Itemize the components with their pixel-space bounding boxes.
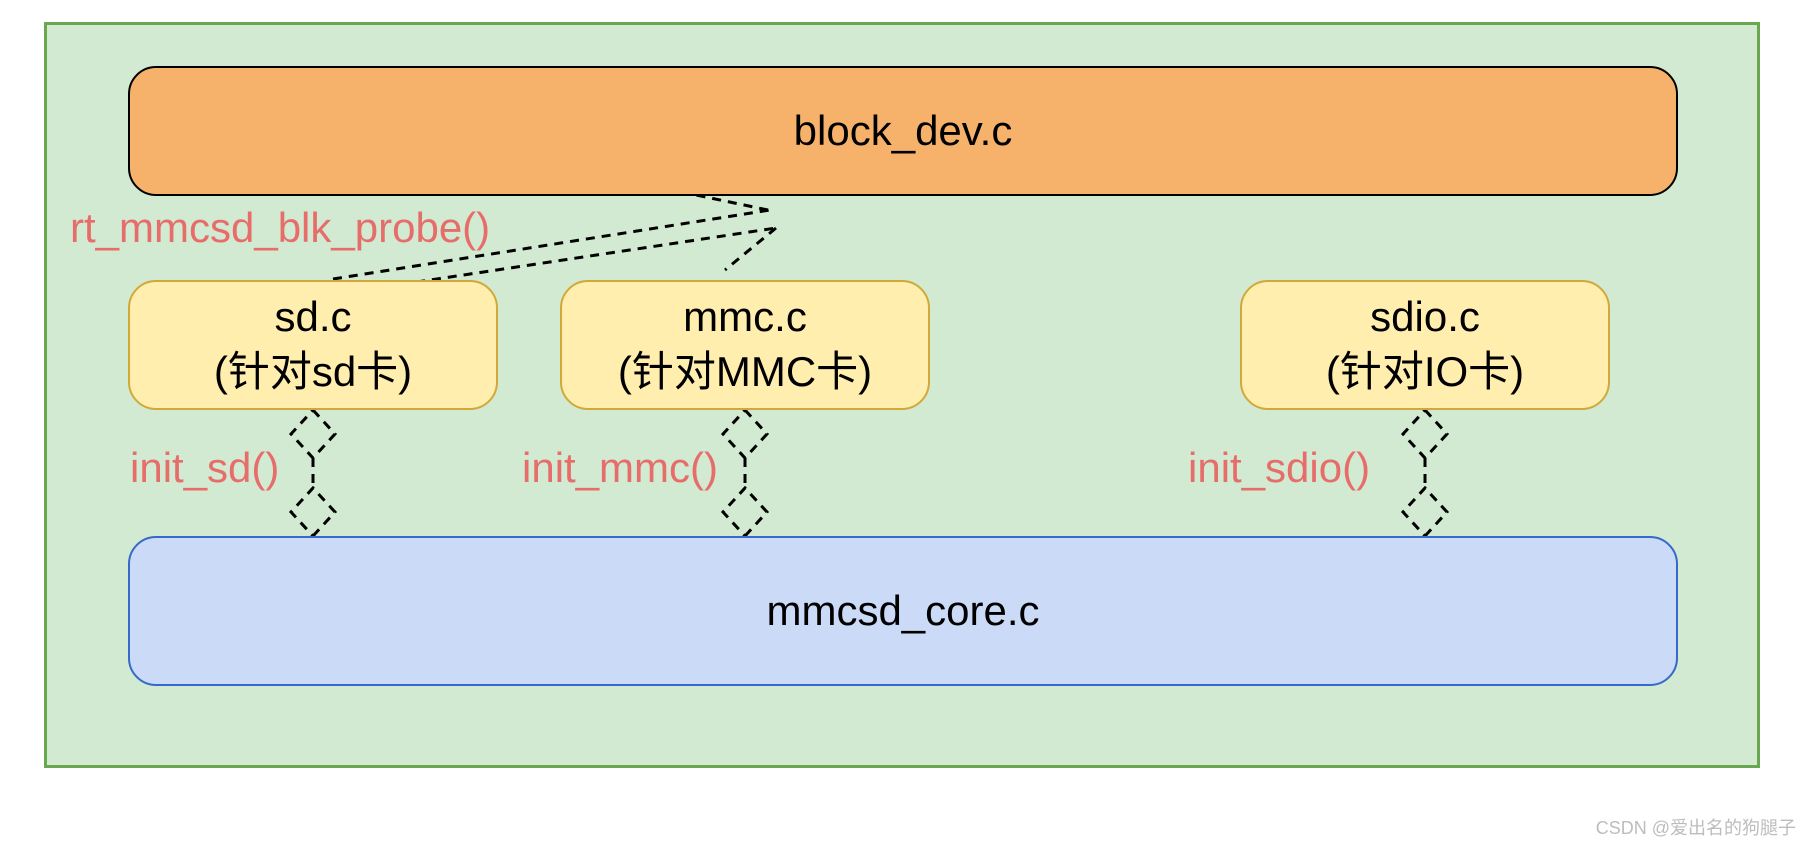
node-title: mmc.c (683, 290, 807, 345)
label-init-mmc: init_mmc() (522, 444, 718, 492)
node-sd: sd.c (针对sd卡) (128, 280, 498, 410)
label-init-sd: init_sd() (130, 444, 279, 492)
watermark: CSDN @爱出名的狗腿子 (1596, 814, 1796, 840)
node-block-dev: block_dev.c (128, 66, 1678, 196)
node-mmc: mmc.c (针对MMC卡) (560, 280, 930, 410)
label-probe: rt_mmcsd_blk_probe() (70, 204, 490, 252)
node-title: mmcsd_core.c (766, 584, 1039, 639)
node-sdio: sdio.c (针对IO卡) (1240, 280, 1610, 410)
node-subtitle: (针对sd卡) (214, 345, 412, 400)
node-subtitle: (针对MMC卡) (618, 345, 872, 400)
diagram-canvas: block_dev.c sd.c (针对sd卡) mmc.c (针对MMC卡) … (0, 0, 1808, 848)
node-mmcsd-core: mmcsd_core.c (128, 536, 1678, 686)
node-subtitle: (针对IO卡) (1326, 345, 1524, 400)
node-title: block_dev.c (794, 104, 1013, 159)
label-init-sdio: init_sdio() (1188, 444, 1370, 492)
node-title: sd.c (274, 290, 351, 345)
node-title: sdio.c (1370, 290, 1480, 345)
